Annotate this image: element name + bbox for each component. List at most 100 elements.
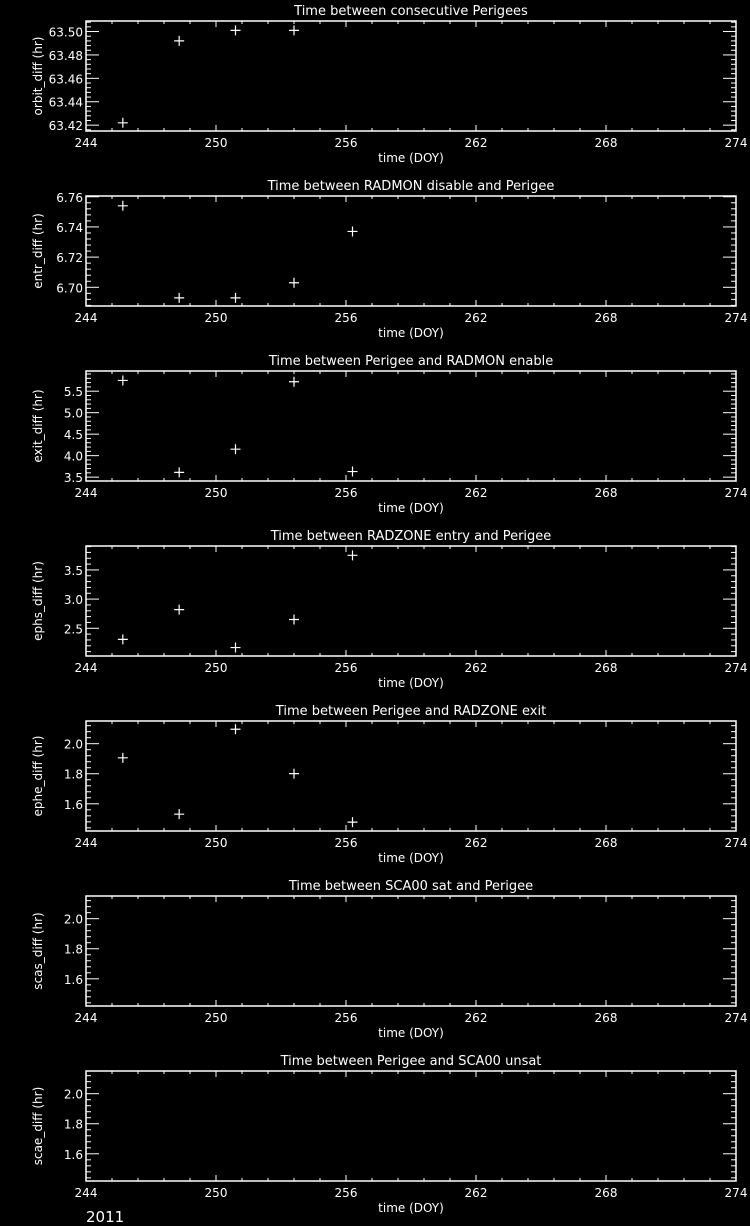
y-tick-label: 2.0 — [64, 1088, 83, 1102]
plot-frame — [85, 20, 737, 132]
x-tick-label: 244 — [75, 136, 98, 150]
y-tick-label: 5.0 — [64, 407, 83, 421]
y-tick-label: 4.5 — [64, 428, 83, 442]
data-point — [174, 809, 185, 820]
y-axis-label: exit_diff (hr) — [31, 389, 45, 462]
y-tick-label: 1.8 — [64, 768, 83, 782]
data-point — [289, 376, 299, 387]
y-tick-label: 6.76 — [56, 191, 83, 205]
x-tick-label: 250 — [205, 1011, 228, 1025]
x-tick-label: 256 — [335, 1186, 358, 1200]
data-point — [289, 277, 299, 288]
x-tick-label: 268 — [595, 311, 618, 325]
x-axis-label: time (DOY) — [378, 1026, 444, 1040]
chart-panel-7: Time between Perigee and SCA00 unsat 244 2… — [31, 1054, 747, 1215]
x-tick-label: 268 — [595, 1011, 618, 1025]
chart-panel-2: Time between RADMON disable and Perigee 2… — [31, 179, 747, 340]
y-tick-label: 2.0 — [64, 738, 83, 752]
chart-title: Time between Perigee and SCA00 unsat — [280, 1054, 542, 1069]
y-tick-label: 5.5 — [64, 385, 83, 399]
plot-frame — [85, 1070, 737, 1182]
x-tick-label: 256 — [335, 311, 358, 325]
x-tick-label: 244 — [75, 486, 98, 500]
x-tick-label: 268 — [595, 661, 618, 675]
x-tick-label: 262 — [465, 136, 488, 150]
x-tick-label: 262 — [465, 311, 488, 325]
data-point — [347, 226, 358, 237]
y-tick-label: 2.0 — [64, 913, 83, 927]
x-tick-label: 244 — [75, 1011, 98, 1025]
y-axis-label: scae_diff (hr) — [31, 1087, 45, 1166]
y-tick-label: 3.0 — [64, 593, 83, 607]
data-point — [174, 467, 185, 478]
x-tick-label: 274 — [725, 661, 748, 675]
x-tick-label: 256 — [335, 136, 358, 150]
chart-title: Time between SCA00 sat and Perigee — [288, 879, 533, 894]
data-point — [117, 634, 128, 645]
chart-title: Time between consecutive Perigees — [293, 4, 528, 19]
chart-panel-4: Time between RADZONE entry and Perigee 24… — [31, 529, 747, 690]
data-point — [347, 817, 358, 828]
data-point — [174, 35, 185, 46]
chart-title: Time between Perigee and RADZONE exit — [275, 704, 546, 719]
data-point — [289, 25, 299, 36]
data-point — [230, 292, 241, 303]
chart-panel-1: Time between consecutive Perigees 244 250 2… — [31, 4, 747, 165]
y-tick-label: 1.8 — [64, 943, 83, 957]
y-tick-label: 6.72 — [56, 251, 83, 265]
y-tick-label: 63.50 — [49, 26, 83, 40]
y-tick-label: 3.5 — [64, 471, 83, 485]
data-point — [347, 550, 358, 561]
year-label: 2011 — [86, 1208, 125, 1226]
x-tick-label: 274 — [725, 1186, 748, 1200]
plot-frame — [85, 720, 737, 832]
y-tick-label: 63.44 — [49, 96, 83, 110]
x-tick-label: 274 — [725, 486, 748, 500]
x-axis-label: time (DOY) — [378, 1201, 444, 1215]
y-tick-label: 1.6 — [64, 798, 83, 812]
y-axis-label: ephs_diff (hr) — [31, 561, 45, 641]
y-tick-label: 63.48 — [49, 49, 83, 63]
x-axis-label: time (DOY) — [378, 851, 444, 865]
data-point — [117, 375, 128, 386]
x-tick-label: 262 — [465, 486, 488, 500]
y-tick-label: 63.46 — [49, 72, 83, 86]
chart-panel-6: Time between SCA00 sat and Perigee 244 250… — [31, 879, 747, 1040]
x-tick-label: 268 — [595, 836, 618, 850]
plot-frame — [85, 545, 737, 657]
x-tick-label: 250 — [205, 1186, 228, 1200]
x-tick-label: 262 — [465, 1011, 488, 1025]
x-tick-label: 262 — [465, 1186, 488, 1200]
x-tick-label: 274 — [725, 136, 748, 150]
x-tick-label: 256 — [335, 661, 358, 675]
x-tick-label: 250 — [205, 661, 228, 675]
x-tick-label: 274 — [725, 1011, 748, 1025]
x-tick-label: 274 — [725, 311, 748, 325]
x-axis-label: time (DOY) — [378, 151, 444, 165]
x-axis-label: time (DOY) — [378, 501, 444, 515]
data-point — [174, 604, 185, 615]
y-tick-label: 63.42 — [49, 119, 83, 133]
x-tick-label: 262 — [465, 661, 488, 675]
chart-title: Time between RADZONE entry and Perigee — [270, 529, 552, 544]
y-tick-label: 2.5 — [64, 622, 83, 636]
chart-title: Time between RADMON disable and Perigee — [267, 179, 555, 194]
x-tick-label: 250 — [205, 136, 228, 150]
x-tick-label: 244 — [75, 1186, 98, 1200]
y-tick-label: 1.6 — [64, 973, 83, 987]
y-tick-label: 1.8 — [64, 1118, 83, 1132]
data-point — [174, 292, 185, 303]
x-axis-label: time (DOY) — [378, 676, 444, 690]
data-point — [230, 642, 241, 653]
y-tick-label: 1.6 — [64, 1148, 83, 1162]
plot-frame — [85, 895, 737, 1007]
y-tick-label: 6.74 — [56, 221, 83, 235]
y-axis-label: scas_diff (hr) — [31, 912, 45, 989]
x-tick-label: 268 — [595, 136, 618, 150]
x-tick-label: 268 — [595, 486, 618, 500]
x-tick-label: 274 — [725, 836, 748, 850]
x-tick-label: 250 — [205, 311, 228, 325]
data-point — [230, 25, 241, 36]
plot-frame — [85, 370, 737, 482]
plot-frame — [85, 195, 737, 307]
